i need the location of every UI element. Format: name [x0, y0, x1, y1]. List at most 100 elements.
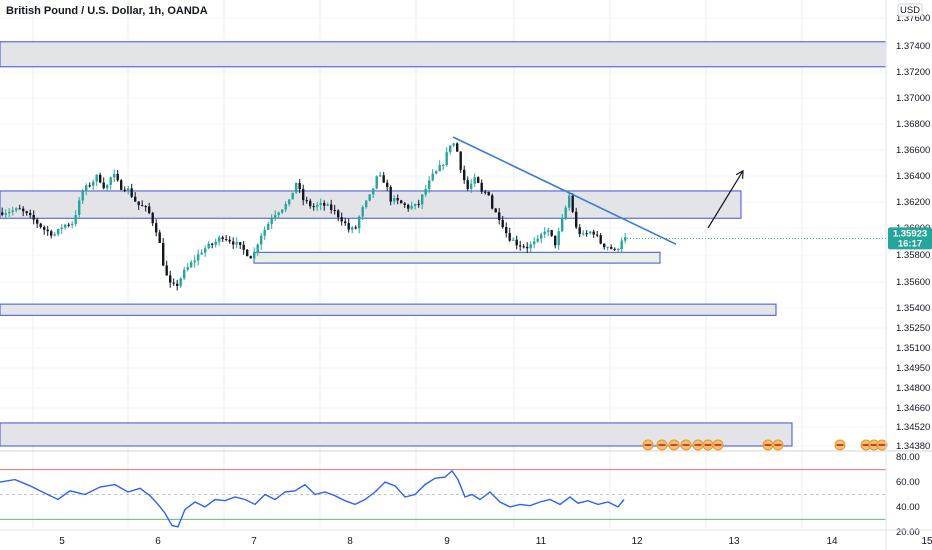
candle-body: [232, 241, 235, 245]
drawings: [452, 136, 886, 245]
price-tick-label: 1.35800: [896, 250, 930, 261]
candle-body: [1, 212, 4, 215]
candle-body: [71, 223, 74, 226]
candle-body: [319, 202, 322, 206]
price-axis[interactable]: 1.37600 1.37400 1.37200 1.37000 1.36800 1.366…: [885, 0, 930, 550]
rsi-panel: [0, 450, 932, 528]
candle-body: [11, 210, 14, 213]
rsi-tick-label: 60.00: [896, 477, 920, 488]
candle-body: [578, 227, 581, 235]
candle-body: [228, 239, 231, 242]
candle-body: [15, 208, 18, 211]
candle-body: [333, 209, 336, 211]
current-price-label: 1.35923: [893, 228, 927, 239]
candle-body: [88, 185, 91, 187]
candle-body: [274, 215, 277, 219]
candle-body: [197, 254, 200, 261]
candle-body: [127, 188, 130, 191]
candle-body: [354, 227, 357, 229]
time-axis[interactable]: 5 6 7 8 9 11 12 13 14 15: [0, 529, 932, 547]
candle-body: [141, 205, 144, 207]
candle-body: [452, 143, 455, 146]
candle-body: [207, 243, 210, 249]
candles: [1, 142, 627, 291]
price-tick-label: 1.36600: [896, 145, 930, 156]
candle-body: [508, 233, 511, 241]
forecast-arrow-head: [735, 169, 744, 179]
time-tick-label: 14: [826, 536, 838, 547]
candle-body: [564, 207, 567, 219]
candle-body: [137, 201, 140, 206]
candle-body: [183, 269, 186, 279]
candle-body: [463, 169, 466, 181]
candle-body: [344, 221, 347, 224]
price-tick-label: 1.36400: [896, 171, 930, 182]
candle-body: [211, 243, 214, 245]
candle-body: [130, 188, 133, 197]
candle-body: [151, 212, 154, 224]
candle-body: [515, 239, 518, 246]
candle-body: [204, 248, 207, 253]
candle-body: [526, 246, 529, 249]
candle-body: [372, 188, 375, 195]
time-tick-label: 15: [921, 536, 932, 547]
sr-zone: [253, 251, 661, 264]
candle-body: [113, 173, 116, 178]
rsi-line: [0, 469, 625, 528]
candle-body: [106, 184, 109, 189]
candle-body: [396, 198, 399, 201]
candle-body: [550, 230, 553, 236]
price-tick-label: 1.37200: [896, 67, 930, 78]
price-tick-label: 1.34800: [896, 383, 930, 394]
candle-body: [200, 252, 203, 255]
candle-body: [379, 175, 382, 177]
candle-body: [365, 200, 368, 208]
candle-body: [32, 215, 35, 220]
candle-body: [22, 208, 25, 212]
currency-badge[interactable]: [897, 3, 923, 17]
candle-body: [134, 196, 137, 202]
candle-body: [403, 203, 406, 205]
candle-body: [529, 244, 532, 249]
candle-body: [389, 186, 392, 202]
candle-body: [491, 195, 494, 209]
candle-body: [589, 231, 592, 234]
candle-body: [53, 234, 56, 236]
candle-body: [284, 204, 287, 210]
candle-body: [599, 235, 602, 244]
event-markers[interactable]: [642, 439, 888, 451]
candle-body: [428, 180, 431, 189]
candle-body: [484, 191, 487, 193]
candle-body: [120, 180, 123, 190]
candle-body: [494, 208, 497, 213]
candle-body: [85, 185, 88, 192]
rsi-tick-label: 80.00: [896, 452, 920, 463]
price-tick-label: 1.35100: [896, 343, 930, 354]
price-tick-label: 1.35600: [896, 277, 930, 288]
candle-body: [281, 209, 284, 213]
sr-zone: [0, 422, 793, 447]
candle-body: [221, 237, 224, 239]
time-tick-label: 5: [59, 536, 65, 547]
price-tick-label: 1.37600: [896, 13, 930, 24]
candle-body: [414, 203, 417, 206]
candle-body: [253, 252, 256, 259]
candle-body: [95, 174, 98, 182]
candle-body: [449, 145, 452, 153]
time-tick-label: 9: [444, 536, 450, 547]
sr-zone: [0, 41, 887, 68]
candle-body: [487, 191, 490, 196]
candle-body: [309, 200, 312, 207]
candle-body: [158, 232, 161, 243]
candle-body: [302, 189, 305, 201]
candle-body: [596, 234, 599, 236]
candle-body: [312, 206, 315, 208]
candle-body: [519, 245, 522, 247]
candle-body: [256, 244, 259, 253]
candle-body: [501, 219, 504, 228]
candle-body: [155, 223, 158, 233]
candle-body: [102, 182, 105, 189]
candle-body: [305, 200, 308, 202]
candle-body: [459, 151, 462, 170]
